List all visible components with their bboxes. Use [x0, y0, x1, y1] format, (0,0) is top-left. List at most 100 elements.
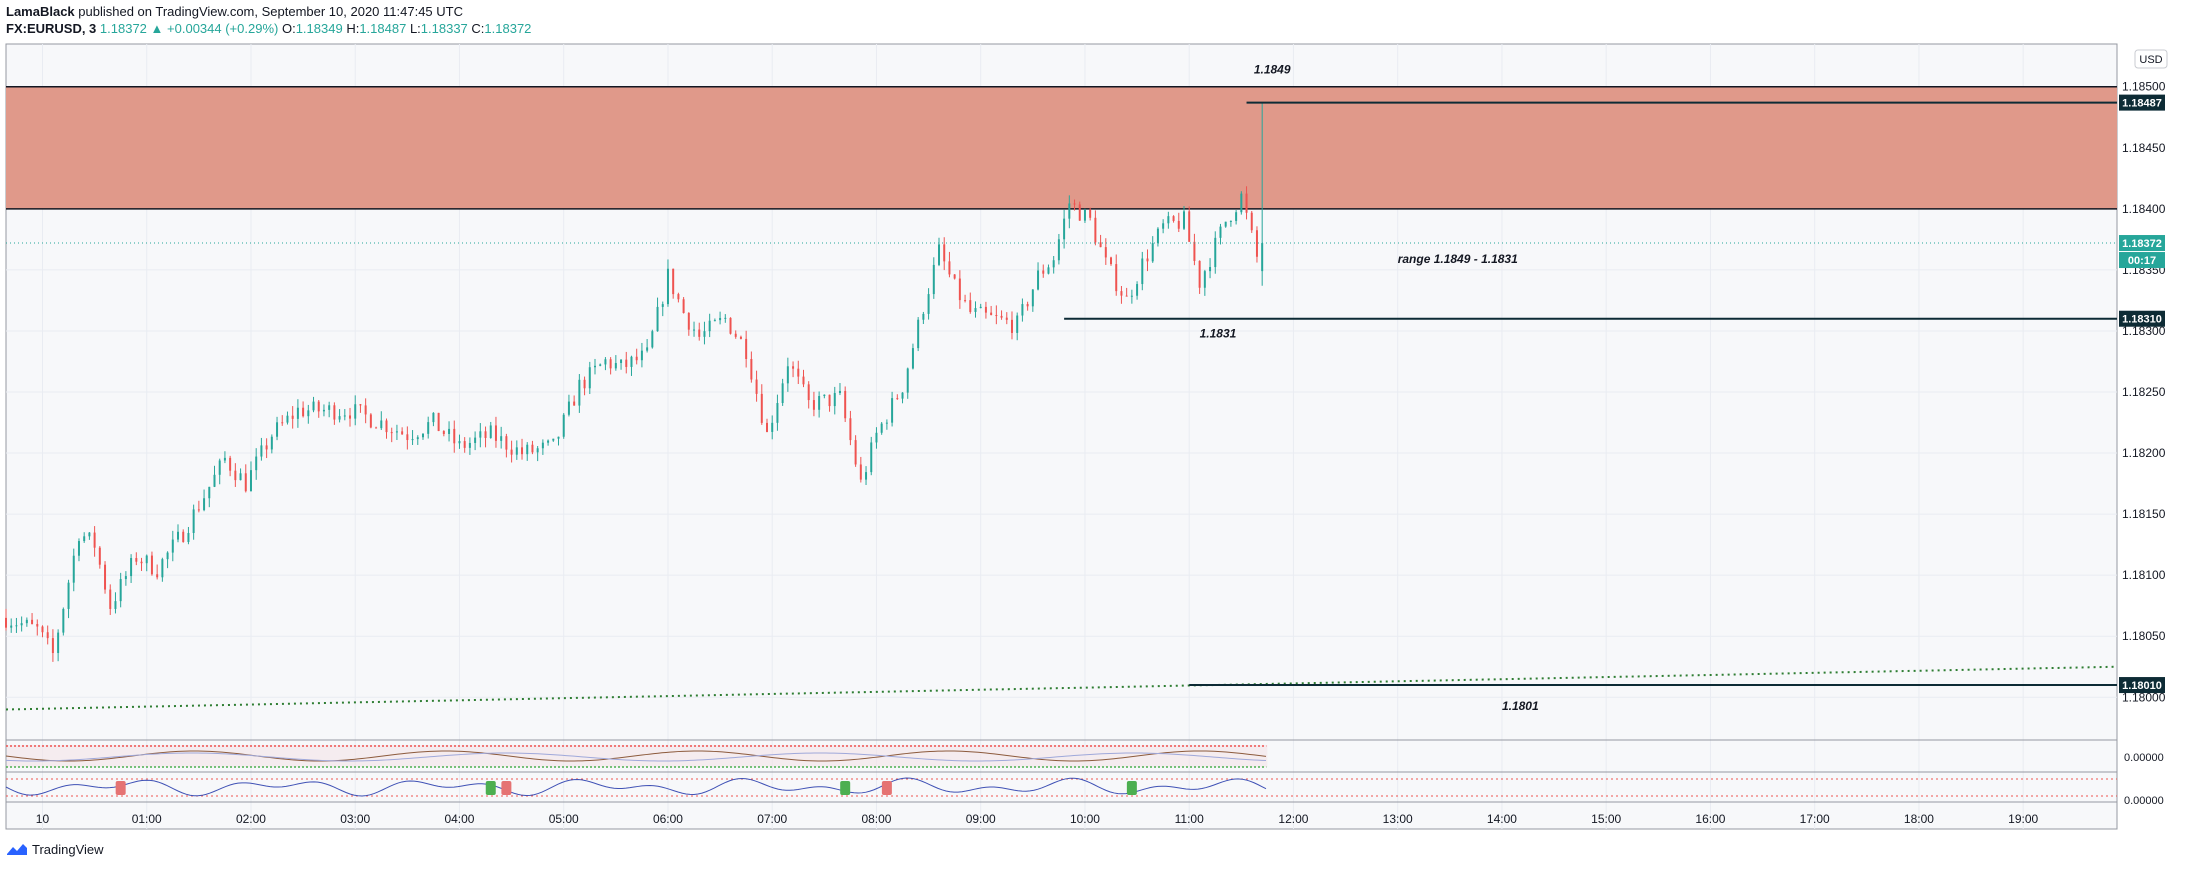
time-tick-label: 02:00: [236, 812, 266, 826]
candle-body: [734, 333, 737, 337]
candle-body: [203, 498, 206, 511]
candle-body: [1063, 218, 1066, 240]
moving-average-line: [5, 665, 2118, 711]
candle-body: [406, 434, 409, 441]
candle-body: [1104, 247, 1107, 258]
last-price-badge-label: 1.18372: [2122, 238, 2162, 250]
time-tick-label: 03:00: [340, 812, 370, 826]
currency-button[interactable]: USD: [2134, 49, 2168, 69]
candle-body: [1115, 264, 1118, 292]
time-tick-label: 07:00: [757, 812, 787, 826]
candle-body: [276, 422, 279, 437]
candle-body: [31, 619, 34, 625]
annotation-text: range 1.1849 - 1.1831: [1398, 252, 1518, 266]
price-tick-label: 1.18300: [2122, 324, 2166, 338]
candle-body: [1089, 209, 1092, 218]
candle-body: [640, 350, 643, 361]
candle-body: [437, 412, 440, 432]
high-label: H:: [346, 21, 360, 36]
open-value: 1.18349: [295, 21, 343, 36]
candle-body: [625, 359, 628, 367]
candle-body: [1188, 211, 1191, 242]
candle-body: [771, 422, 774, 432]
candle-body: [421, 433, 424, 438]
candle-body: [661, 304, 664, 307]
price-tick-label: 1.18000: [2122, 690, 2166, 704]
candle-body: [854, 440, 857, 465]
candle-body: [57, 632, 60, 654]
candle-body: [719, 317, 722, 321]
indicator-2-line: [5, 777, 1267, 797]
candle-body: [984, 306, 987, 313]
candlesticks[interactable]: [5, 102, 1264, 662]
candle-body: [1146, 258, 1149, 262]
tradingview-logo-icon: [7, 844, 27, 855]
candle-body: [500, 436, 503, 441]
time-tick-label: 14:00: [1487, 812, 1517, 826]
candle-body: [943, 244, 946, 262]
indicator-1-value: 0.00000: [2124, 752, 2164, 764]
candle-body: [849, 418, 852, 441]
candle-body: [281, 422, 284, 424]
candle-body: [593, 365, 596, 368]
candle-body: [474, 437, 477, 443]
candle-body: [526, 444, 529, 455]
candle-body: [489, 425, 492, 438]
candle-body: [906, 368, 909, 393]
candle-body: [369, 414, 372, 428]
candle-body: [286, 415, 289, 423]
candle-body: [145, 555, 148, 564]
candle-body: [885, 422, 888, 424]
candle-body: [588, 367, 591, 389]
candle-body: [322, 409, 325, 412]
candle-body: [213, 474, 216, 487]
candle-body: [635, 356, 638, 361]
open-label: O:: [281, 21, 296, 36]
candle-body: [192, 509, 195, 534]
candle-body: [1255, 230, 1258, 257]
candle-body: [265, 445, 268, 450]
candle-body: [1125, 295, 1128, 297]
time-tick-label: 10:00: [1070, 812, 1100, 826]
candle-body: [818, 396, 821, 410]
candle-body: [448, 428, 451, 434]
candle-body: [427, 422, 430, 434]
candle-body: [312, 401, 315, 411]
candle-body: [1068, 203, 1071, 219]
candle-body: [307, 410, 310, 417]
resistance-zone[interactable]: [6, 85, 2117, 210]
signal-marker: [115, 781, 126, 795]
time-axis[interactable]: 10 01:00 02:00 03:00 04:00 05:00 06:00 07:00 08:…: [36, 812, 2039, 826]
candle-body: [620, 359, 623, 364]
text-annotations[interactable]: 1.1849 range 1.1849 - 1.1831 1.1831 1.1801: [1200, 63, 1539, 713]
price-tick-label: 1.18450: [2122, 141, 2166, 155]
candle-body: [458, 441, 461, 444]
candle-body: [156, 574, 159, 578]
resistance-zone-fill: [6, 86, 2117, 209]
candle-body: [1120, 291, 1123, 296]
horizontal-levels[interactable]: [6, 101, 2117, 687]
candle-body: [656, 306, 659, 332]
candle-body: [1031, 289, 1034, 307]
price-axis[interactable]: 1.185001.184501.184001.183501.183001.182…: [2119, 80, 2166, 807]
footer-brand[interactable]: TradingView: [6, 841, 104, 857]
symbol-name[interactable]: FX:EURUSD, 3: [6, 21, 97, 36]
price-tick-label: 1.18150: [2122, 507, 2166, 521]
candle-body: [1167, 216, 1170, 224]
candle-body: [343, 415, 346, 417]
candle-body: [1240, 193, 1243, 213]
candle-body: [1047, 267, 1050, 274]
candle-body: [62, 608, 65, 633]
candle-body: [1057, 239, 1060, 261]
time-tick-label: 06:00: [653, 812, 683, 826]
last-price-badge: [2119, 235, 2165, 252]
candle-body: [880, 423, 883, 433]
level-price-badge: [2119, 677, 2165, 694]
candle-body: [896, 398, 899, 400]
candle-body: [10, 625, 13, 628]
candle-body: [1151, 243, 1154, 262]
candle-body: [354, 404, 357, 419]
publisher-name[interactable]: LamaBlack: [6, 4, 75, 19]
candle-body: [1182, 211, 1185, 229]
